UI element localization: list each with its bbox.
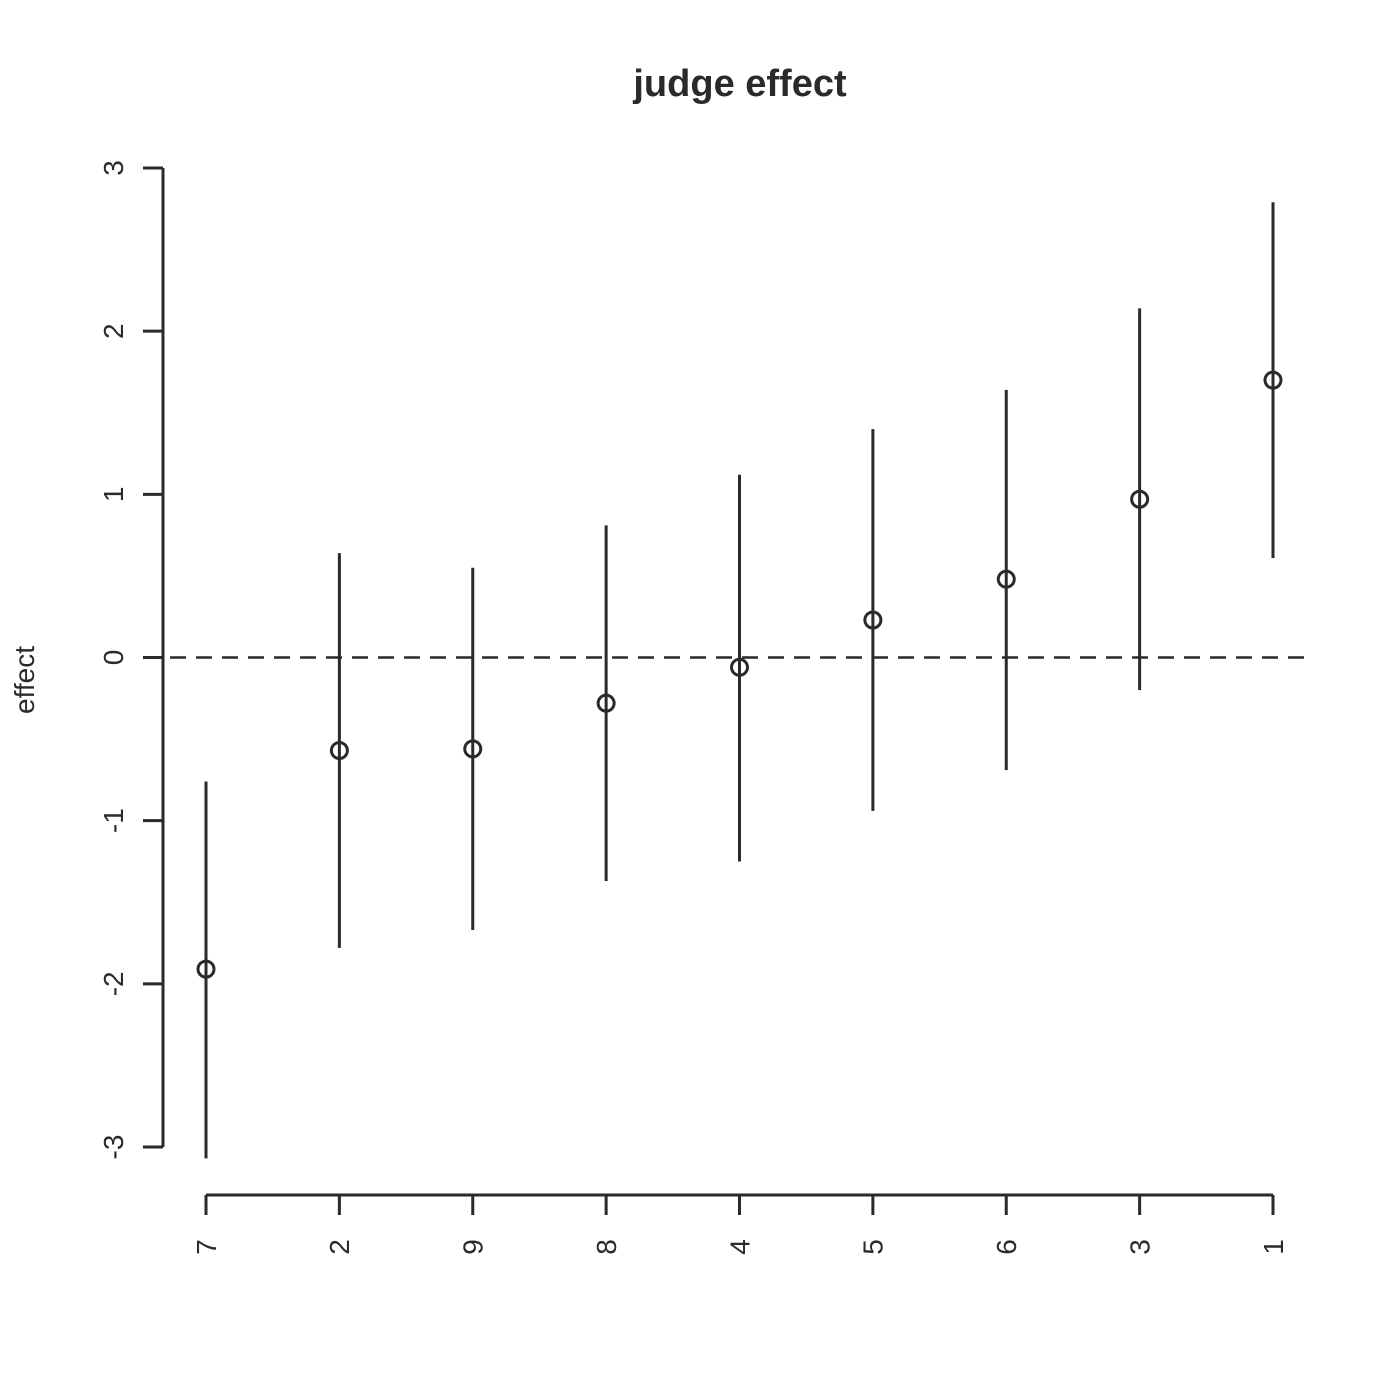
x-tick-label: 3	[1124, 1239, 1155, 1255]
x-tick-label: 9	[458, 1239, 489, 1255]
x-tick-label: 4	[724, 1239, 755, 1255]
point-judge-2	[329, 741, 349, 761]
x-tick-label: 2	[324, 1239, 355, 1255]
x-axis: 7 2 9 8 4 5 6 3 1	[191, 1193, 1289, 1255]
y-tick-label: 3	[98, 160, 129, 176]
y-tick-label: -1	[98, 808, 129, 833]
y-axis: -3 -2 -1 0 1 2 3	[98, 160, 165, 1160]
x-tick-label: 8	[591, 1239, 622, 1255]
chart-title: judge effect	[632, 63, 847, 105]
points-layer	[196, 370, 1283, 979]
x-tick-label: 7	[191, 1239, 222, 1255]
point-judge-7	[196, 959, 216, 979]
x-tick-label: 1	[1258, 1239, 1289, 1255]
y-tick-label: -2	[98, 971, 129, 996]
y-tick-label: 2	[98, 323, 129, 339]
point-judge-6	[996, 569, 1016, 589]
point-judge-1	[1263, 370, 1283, 390]
point-judge-3	[1130, 489, 1150, 509]
point-judge-5	[863, 610, 883, 630]
x-tick-label: 5	[858, 1239, 889, 1255]
y-axis-label: effect	[9, 646, 40, 714]
error-bars-layer	[204, 202, 1275, 1159]
y-tick-label: 1	[98, 487, 129, 503]
point-judge-9	[463, 739, 483, 759]
y-tick-label: -3	[98, 1135, 129, 1160]
point-judge-4	[730, 657, 749, 677]
point-judge-8	[596, 693, 616, 713]
y-tick-label: 0	[98, 650, 129, 666]
x-tick-label: 6	[991, 1239, 1022, 1255]
